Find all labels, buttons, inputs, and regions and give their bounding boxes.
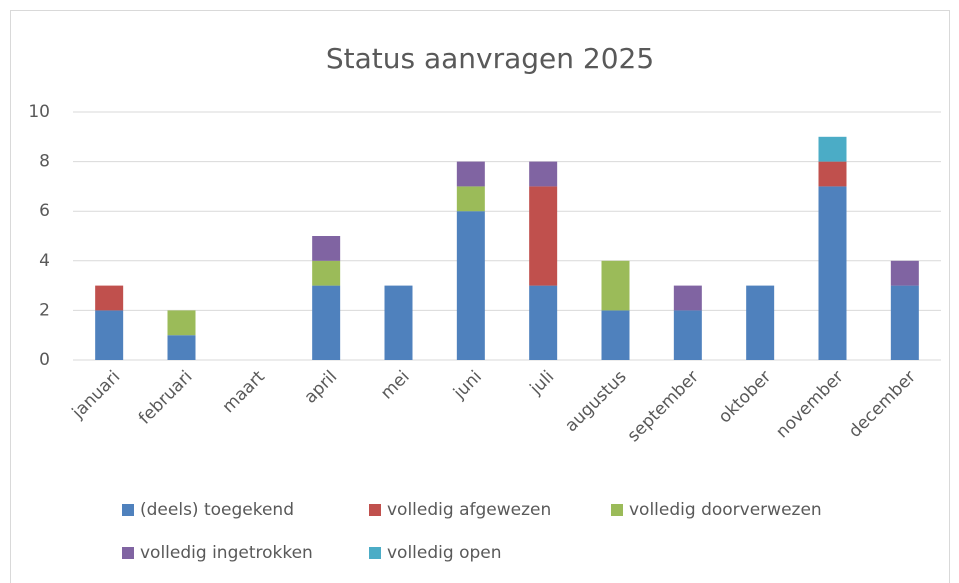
- bar-segment: [601, 310, 630, 360]
- bar-segment: [95, 310, 124, 360]
- legend-label: (deels) toegekend: [140, 500, 294, 520]
- y-tick-label: 6: [39, 201, 50, 221]
- legend-swatch: [369, 504, 381, 516]
- legend-label: volledig ingetrokken: [140, 543, 313, 563]
- y-tick-label: 4: [39, 251, 50, 271]
- legend-label: volledig afgewezen: [387, 500, 551, 520]
- legend-swatch: [122, 547, 134, 559]
- legend-label: volledig doorverwezen: [629, 500, 822, 520]
- bar-segment: [818, 186, 847, 360]
- bar-segment: [456, 186, 485, 212]
- y-tick-label: 0: [39, 350, 50, 370]
- bar-segment: [673, 285, 702, 311]
- bar-segment: [167, 335, 196, 360]
- legend-swatch: [369, 547, 381, 559]
- bar-segment: [167, 310, 196, 336]
- bar-segment: [529, 186, 558, 286]
- bar-segment: [818, 136, 847, 162]
- bar-segment: [529, 161, 558, 187]
- y-tick-label: 10: [28, 102, 50, 122]
- bar-segment: [529, 285, 558, 360]
- bar-segment: [818, 161, 847, 187]
- bar-segment: [456, 161, 485, 187]
- bar-segment: [312, 236, 341, 261]
- legend-swatch: [122, 504, 134, 516]
- legend-swatch: [611, 504, 623, 516]
- y-tick-label: 8: [39, 152, 50, 172]
- legend-label: volledig open: [387, 543, 502, 563]
- bar-segment: [746, 285, 775, 360]
- y-tick-label: 2: [39, 300, 50, 320]
- chart-title: Status aanvragen 2025: [326, 42, 654, 75]
- bar-segment: [384, 285, 413, 360]
- bar-segment: [95, 285, 124, 311]
- bar-segment: [890, 285, 919, 360]
- bar-segment: [312, 285, 341, 360]
- bar-segment: [673, 310, 702, 360]
- bar-segment: [312, 260, 341, 286]
- bar-segment: [890, 260, 919, 286]
- bar-segment: [456, 211, 485, 360]
- bar-segment: [601, 260, 630, 311]
